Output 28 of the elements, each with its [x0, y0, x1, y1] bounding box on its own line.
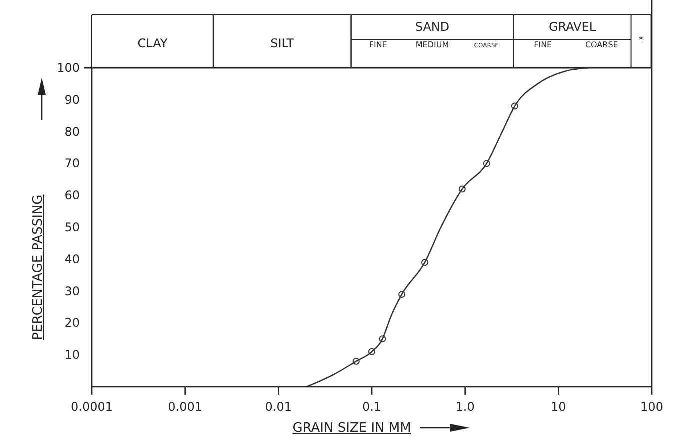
y-tick-label: 10 — [64, 348, 80, 362]
y-tick-label: 90 — [64, 92, 80, 107]
y-tick-label: 30 — [64, 284, 80, 298]
x-tick-label: 0.01 — [265, 400, 292, 414]
text: FINE — [534, 40, 552, 50]
text: SAND — [415, 20, 450, 34]
text: FINE — [369, 40, 388, 50]
text: MEDIUM — [416, 40, 450, 50]
y-tick-label: 100 — [57, 61, 80, 75]
x-tick-label: 0.0001 — [71, 400, 113, 414]
y-tick-label: 40 — [64, 252, 80, 266]
x-tick-label: 1.0 — [456, 400, 475, 414]
y-tick-label: 70 — [64, 156, 80, 171]
text: CLAY — [138, 36, 168, 50]
x-tick-label: 0.001 — [168, 400, 203, 414]
x-tick-label: 10 — [551, 400, 566, 414]
x-axis-title: GRAIN SIZE IN MM — [292, 421, 412, 436]
text: COARSE — [585, 40, 618, 50]
y-tick-label: 20 — [64, 316, 80, 330]
y-axis-title: PERCENTAGE PASSING — [31, 194, 46, 340]
x-tick-label: 0.1 — [362, 400, 382, 414]
x-tick-label: 100 — [640, 400, 664, 414]
text: * — [638, 36, 644, 46]
y-tick-label: 50 — [64, 220, 80, 234]
y-tick-label: 80 — [64, 124, 80, 139]
y-tick-label: 60 — [64, 188, 80, 203]
text: GRAVEL — [548, 20, 596, 34]
text: SILT — [270, 36, 295, 50]
